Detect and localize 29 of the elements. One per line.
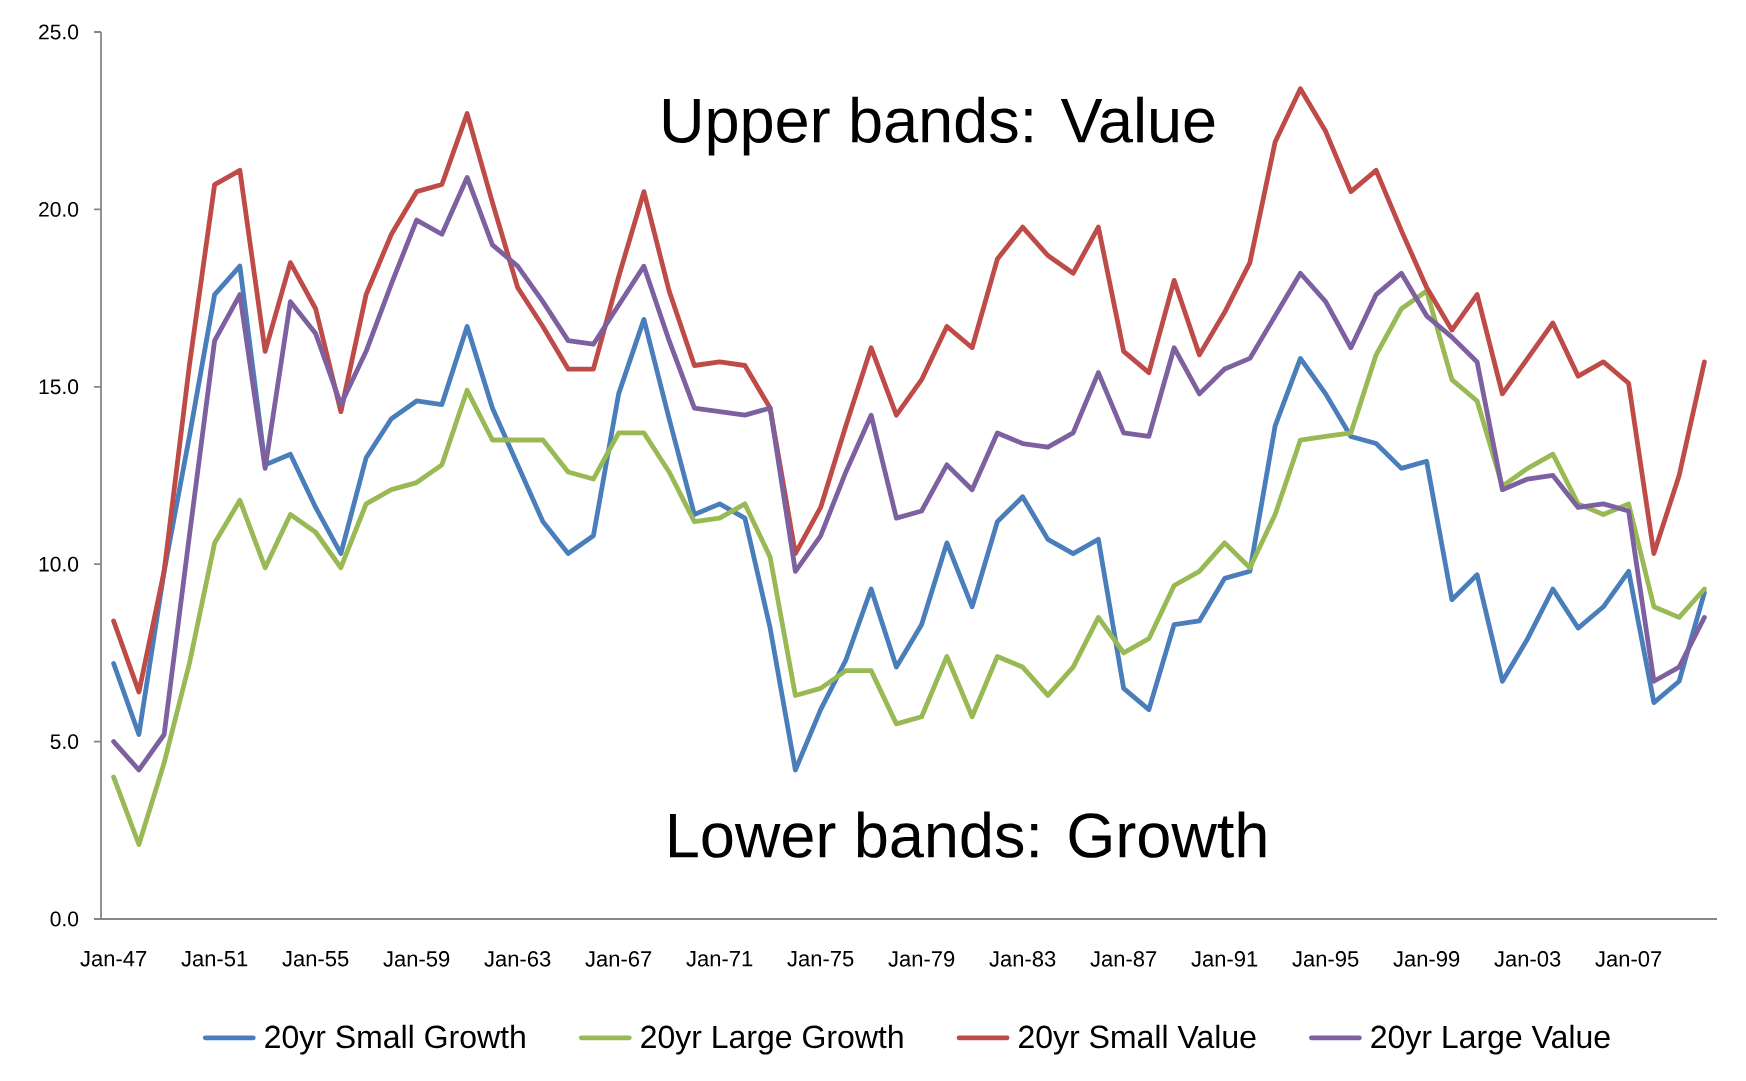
y-tick-label: 20.0: [39, 201, 79, 217]
x-tick-label: Jan-75: [787, 951, 854, 967]
x-tick-label: Jan-87: [1090, 951, 1157, 967]
y-tick-label: 10.0: [39, 556, 79, 572]
x-tick-label: Jan-67: [585, 951, 652, 967]
y-tick-label: 15.0: [39, 379, 79, 395]
y-tick-label: 0.0: [50, 911, 79, 927]
x-tick-label: Jan-95: [1292, 951, 1359, 967]
x-tick-label: Jan-91: [1191, 951, 1258, 967]
x-tick-label: Jan-79: [888, 951, 955, 967]
x-tick-label: Jan-59: [383, 951, 450, 967]
annotation: Upper bands: Value: [663, 96, 1215, 156]
annotation: Lower bands: Growth: [670, 811, 1266, 858]
line-series: [111, 86, 1707, 695]
x-tick-label: Jan-47: [80, 951, 147, 967]
legend-label: 20yr Large Growth: [641, 1024, 903, 1055]
y-tick-label: 25.0: [39, 24, 79, 40]
x-tick-label: Jan-55: [282, 951, 349, 967]
legend-label: 20yr Large Value: [1371, 1024, 1610, 1055]
legend-label: 20yr Small Growth: [265, 1024, 525, 1055]
x-tick-label: Jan-07: [1595, 951, 1662, 967]
x-tick-label: Jan-63: [484, 951, 551, 967]
y-tick-label: 5.0: [50, 734, 79, 750]
x-tick-label: Jan-83: [989, 951, 1056, 967]
x-tick-label: Jan-99: [1393, 951, 1460, 967]
x-tick-label: Jan-71: [686, 951, 753, 967]
x-tick-label: Jan-51: [181, 951, 248, 967]
legend-label: 20yr Small Value: [1019, 1024, 1256, 1055]
x-tick-label: Jan-03: [1494, 951, 1561, 967]
